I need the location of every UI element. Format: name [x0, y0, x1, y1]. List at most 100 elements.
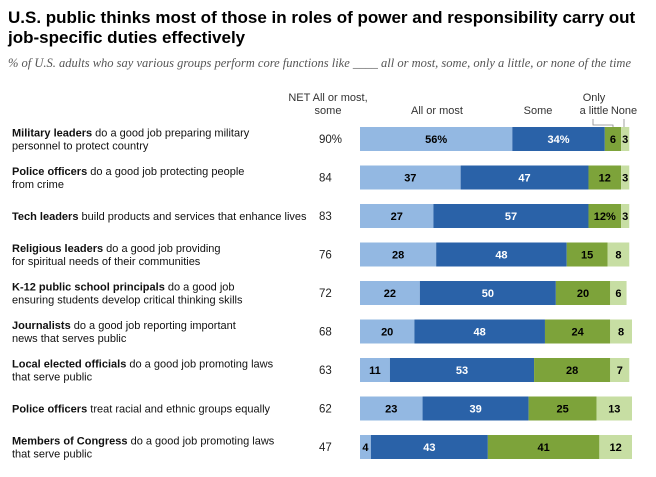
chart-subtitle: % of U.S. adults who say various groups …	[8, 56, 631, 70]
data-label-none: 6	[615, 288, 621, 300]
data-label-none: 3	[622, 211, 628, 223]
row-description-line2: from crime	[12, 179, 64, 191]
data-label-only-a-little: 15	[581, 250, 593, 262]
data-label-none: 3	[622, 173, 628, 185]
row-description-line2: ensuring students develop critical think…	[12, 295, 243, 307]
bar-segment-none	[610, 319, 632, 344]
data-label-all-or-most: 56%	[425, 134, 447, 146]
data-label-some: 34%	[548, 134, 570, 146]
bar-segment-some	[414, 319, 545, 344]
bar-segment-all-or-most	[360, 204, 434, 228]
net-value: 68	[319, 327, 332, 339]
bar-segment-none	[607, 242, 630, 267]
data-label-none: 7	[617, 365, 623, 377]
row-description-line1: do a good job providing	[103, 243, 220, 255]
bar-segment-none	[610, 281, 627, 305]
bar-segment-all-or-most	[360, 242, 437, 267]
column-headers: NET All or most, some All or most Some O…	[288, 92, 637, 128]
row-description-line1: do a good job promoting laws	[128, 436, 275, 448]
chart-title: U.S. public thinks most of those in role…	[8, 8, 636, 47]
row-description-line2: personnel to protect country	[12, 141, 149, 153]
data-label-only-a-little: 20	[577, 288, 589, 300]
row-label: Tech leaders build products and services…	[12, 211, 307, 223]
bar-segment-all-or-most	[360, 127, 513, 151]
row-group-name: Police officers	[12, 166, 87, 178]
net-value: 63	[319, 365, 332, 377]
bar-segment-none	[621, 204, 630, 228]
data-label-only-a-little: 6	[610, 134, 616, 146]
row-description-line1: do a good job promoting laws	[126, 359, 273, 371]
row-group-name: Police officers	[12, 404, 87, 416]
bar-segment-none	[621, 165, 630, 190]
bar-row: Members of Congress do a good job promot…	[12, 435, 632, 461]
data-label-some: 57	[505, 211, 517, 223]
bar-segment-only-a-little	[566, 242, 608, 267]
data-label-only-a-little: 12%	[594, 211, 616, 223]
bar-row: Religious leaders do a good job providin…	[12, 242, 630, 268]
bar-row: Local elected officials do a good job pr…	[12, 358, 630, 384]
row-group-name: Local elected officials	[12, 359, 126, 371]
data-label-only-a-little: 25	[557, 404, 569, 416]
data-label-all-or-most: 23	[385, 404, 397, 416]
row-label: Police officers do a good job protecting…	[12, 166, 244, 178]
bar-row: Military leaders do a good job preparing…	[12, 127, 630, 153]
bar-segment-some	[419, 281, 556, 305]
bar-segment-only-a-little	[555, 281, 611, 305]
net-value: 84	[319, 173, 332, 185]
bar-row: Tech leaders build products and services…	[12, 204, 630, 228]
bar-segment-all-or-most	[360, 165, 461, 190]
row-group-name: Members of Congress	[12, 436, 128, 448]
data-label-none: 8	[618, 327, 624, 339]
data-label-some: 43	[423, 442, 435, 454]
row-description-line2: that serve public	[12, 372, 93, 384]
data-label-all-or-most: 28	[392, 250, 404, 262]
row-group-name: Tech leaders	[12, 211, 78, 223]
row-label: Religious leaders do a good job providin…	[12, 243, 221, 255]
data-label-none: 8	[615, 250, 621, 262]
data-label-all-or-most: 27	[391, 211, 403, 223]
bar-segment-some	[436, 242, 567, 267]
bar-row: Police officers do a good job protecting…	[12, 165, 630, 191]
net-value: 47	[319, 442, 332, 454]
bar-segment-only-a-little	[544, 319, 611, 344]
data-label-all-or-most: 4	[362, 442, 369, 454]
row-label: Members of Congress do a good job promot…	[12, 436, 275, 448]
data-label-all-or-most: 11	[369, 365, 381, 377]
bar-segment-only-a-little	[588, 165, 622, 190]
net-header-line1: NET All or most,	[288, 92, 367, 104]
row-group-name: Journalists	[12, 320, 71, 332]
data-label-some: 39	[469, 404, 481, 416]
bar-segment-all-or-most	[360, 319, 415, 344]
net-header-line2: some	[315, 105, 342, 117]
net-value: 62	[319, 404, 332, 416]
row-label: Local elected officials do a good job pr…	[12, 359, 274, 371]
data-label-some: 48	[495, 250, 507, 262]
data-label-none: 12	[610, 442, 622, 454]
bar-segment-all-or-most	[360, 435, 371, 459]
row-description-line1: do a good job protecting people	[87, 166, 244, 178]
row-description-line2: news that serves public	[12, 333, 127, 345]
chart-rows: Military leaders do a good job preparing…	[12, 127, 632, 461]
bar-segment-some	[370, 435, 488, 459]
only-a-little-header-line1: Only	[583, 92, 606, 104]
row-group-name: K-12 public school principals	[12, 282, 165, 294]
bar-segment-none	[599, 435, 632, 459]
bar-segment-only-a-little	[487, 435, 600, 459]
row-description-line2: that serve public	[12, 449, 93, 461]
bar-segment-only-a-little	[588, 204, 622, 228]
data-label-only-a-little: 28	[566, 365, 578, 377]
bar-segment-some	[389, 358, 535, 382]
data-label-only-a-little: 24	[571, 327, 584, 339]
data-label-all-or-most: 22	[384, 288, 396, 300]
bar-segment-none	[596, 396, 632, 421]
bar-segment-all-or-most	[360, 358, 390, 382]
row-description-line1: treat racial and ethnic groups equally	[87, 404, 270, 416]
data-label-some: 53	[456, 365, 468, 377]
bar-row: Journalists do a good job reporting impo…	[12, 319, 632, 345]
data-label-some: 50	[482, 288, 494, 300]
bar-segment-some	[422, 396, 529, 421]
net-value: 83	[319, 211, 332, 223]
bar-segment-only-a-little	[534, 358, 611, 382]
only-a-little-leader-line	[592, 119, 614, 128]
bar-segment-some	[433, 204, 589, 228]
